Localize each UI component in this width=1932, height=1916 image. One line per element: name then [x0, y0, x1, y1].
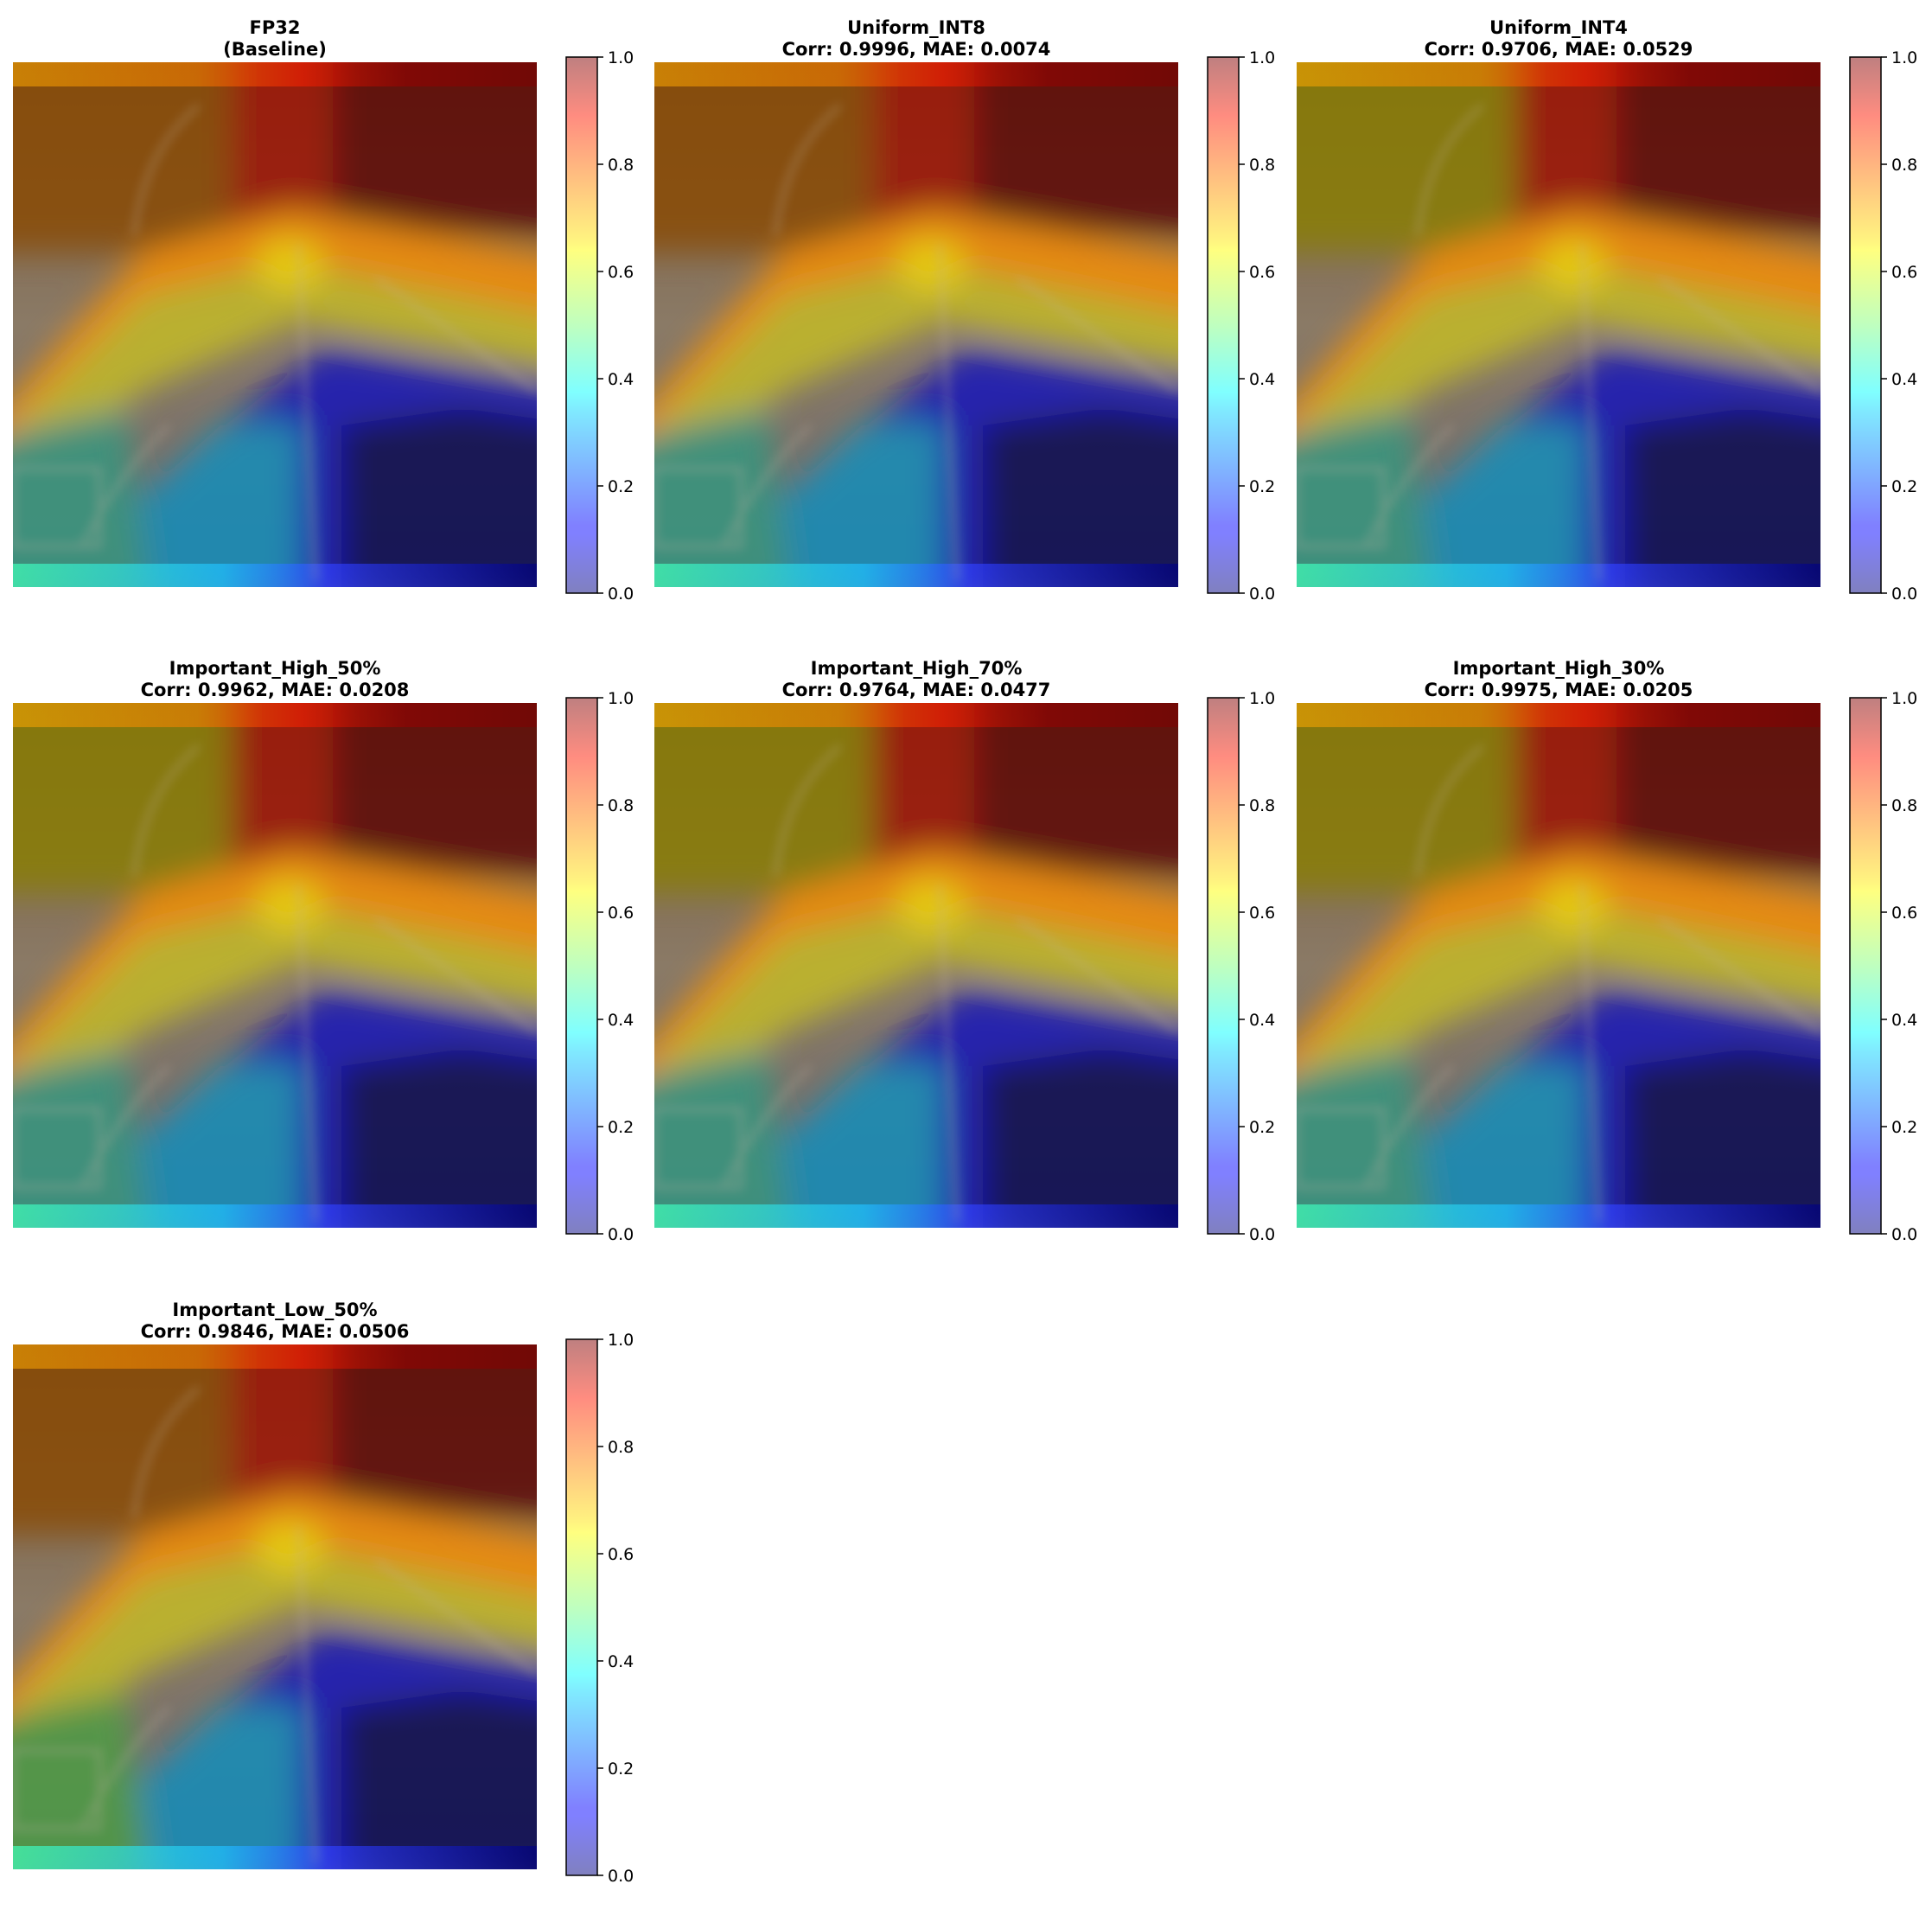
- colorbar: 0.0 0.2 0.4 0.6 0.8 1.0: [565, 1331, 634, 1886]
- colorbar-tick-label: 0.4: [608, 370, 634, 389]
- colorbar-tick-label: 0.8: [1249, 796, 1275, 815]
- colorbar-frame: [1849, 697, 1882, 1235]
- colorbar-tick-label: 0.2: [608, 477, 634, 496]
- colorbar-tick-label: 0.2: [1249, 1118, 1275, 1137]
- colorbar-tick-label: 0.6: [1249, 904, 1275, 923]
- panel-subtitle: Corr: 0.9706, MAE: 0.0529: [1425, 39, 1693, 60]
- colorbar-tick-label: 0.4: [608, 1011, 634, 1030]
- heatmap-panel: Important_High_30%Corr: 0.9975, MAE: 0.0…: [1297, 658, 1917, 1244]
- colorbar-frame: [565, 697, 598, 1235]
- colorbar-tick-label: 0.4: [1891, 1011, 1917, 1030]
- colorbar-tick-label: 0.8: [1891, 156, 1917, 175]
- panel-subtitle: Corr: 0.9962, MAE: 0.0208: [141, 680, 410, 700]
- colorbar-tick-label: 1.0: [1891, 689, 1917, 708]
- colorbar-tick-label: 1.0: [608, 1331, 634, 1350]
- colorbar: 0.0 0.2 0.4 0.6 0.8 1.0: [565, 689, 634, 1244]
- colorbar-tick-label: 1.0: [1249, 689, 1275, 708]
- colorbar-tick-label: 0.4: [1249, 1011, 1275, 1030]
- heatmap-panel: Important_High_70%Corr: 0.9764, MAE: 0.0…: [654, 658, 1275, 1244]
- colorbar-gradient: [1208, 698, 1239, 1234]
- heatmap-image: [654, 62, 1178, 587]
- panel-title: Important_High_50%: [169, 658, 381, 679]
- colorbar-gradient: [1850, 698, 1881, 1234]
- panel-title: Important_Low_50%: [172, 1300, 377, 1320]
- colorbar-tick-label: 0.0: [608, 584, 634, 604]
- heatmap-panel: FP32(Baseline) 0.0 0.2 0.4 0.6 0.8 1.0: [13, 17, 634, 604]
- colorbar-tick-label: 0.8: [608, 156, 634, 175]
- colorbar-tick-label: 0.0: [608, 1867, 634, 1886]
- panel-subtitle: (Baseline): [223, 39, 327, 60]
- panel-title: Uniform_INT8: [847, 17, 985, 38]
- colorbar-gradient: [1208, 57, 1239, 593]
- colorbar-tick-label: 0.6: [608, 263, 634, 282]
- colorbar-tick-label: 0.8: [1891, 796, 1917, 815]
- heatmap-panel: Important_High_50%Corr: 0.9962, MAE: 0.0…: [13, 658, 634, 1244]
- panel-title: FP32: [250, 17, 301, 38]
- panel-subtitle: Corr: 0.9996, MAE: 0.0074: [782, 39, 1051, 60]
- heatmap-image: [13, 1344, 537, 1869]
- colorbar-tick-label: 1.0: [608, 48, 634, 67]
- panel-title: Important_High_70%: [811, 658, 1023, 679]
- colorbar-tick-label: 0.4: [608, 1652, 634, 1671]
- heatmap-image: [1297, 703, 1820, 1228]
- colorbar-frame: [565, 1338, 598, 1876]
- colorbar-gradient: [566, 698, 597, 1234]
- colorbar-gradient: [566, 57, 597, 593]
- colorbar-tick-label: 0.6: [608, 904, 634, 923]
- colorbar-tick-label: 0.4: [1891, 370, 1917, 389]
- colorbar-tick-label: 0.2: [608, 1118, 634, 1137]
- colorbar-tick-label: 0.0: [608, 1225, 634, 1244]
- colorbar-frame: [1207, 56, 1240, 594]
- colorbar-tick-label: 1.0: [1249, 48, 1275, 67]
- colorbar-tick-label: 0.2: [1249, 477, 1275, 496]
- colorbar-tick-label: 0.2: [608, 1760, 634, 1779]
- colorbar-tick-label: 0.2: [1891, 477, 1917, 496]
- panel-title: Important_High_30%: [1453, 658, 1665, 679]
- colorbar-tick-label: 0.6: [1891, 904, 1917, 923]
- panel-subtitle: Corr: 0.9975, MAE: 0.0205: [1425, 680, 1693, 700]
- colorbar-tick-label: 0.6: [608, 1545, 634, 1564]
- colorbar-tick-label: 1.0: [608, 689, 634, 708]
- heatmap-image: [13, 62, 537, 587]
- colorbar: 0.0 0.2 0.4 0.6 0.8 1.0: [1849, 689, 1917, 1244]
- heatmap-panel: Important_Low_50%Corr: 0.9846, MAE: 0.05…: [13, 1300, 634, 1886]
- panel-subtitle: Corr: 0.9764, MAE: 0.0477: [782, 680, 1051, 700]
- colorbar-tick-label: 0.8: [608, 796, 634, 815]
- colorbar-tick-label: 0.0: [1249, 584, 1275, 604]
- heatmap-image: [654, 703, 1178, 1228]
- colorbar: 0.0 0.2 0.4 0.6 0.8 1.0: [1207, 689, 1275, 1244]
- colorbar: 0.0 0.2 0.4 0.6 0.8 1.0: [1207, 48, 1275, 604]
- colorbar-tick-label: 0.0: [1249, 1225, 1275, 1244]
- colorbar-tick-label: 0.8: [608, 1438, 634, 1457]
- colorbar-frame: [565, 56, 598, 594]
- heatmap-image: [1297, 62, 1820, 587]
- colorbar-tick-label: 0.0: [1891, 1225, 1917, 1244]
- colorbar-gradient: [1850, 57, 1881, 593]
- colorbar-tick-label: 0.6: [1891, 263, 1917, 282]
- colorbar-tick-label: 0.2: [1891, 1118, 1917, 1137]
- colorbar-tick-label: 0.6: [1249, 263, 1275, 282]
- colorbar-tick-label: 1.0: [1891, 48, 1917, 67]
- panel-subtitle: Corr: 0.9846, MAE: 0.0506: [141, 1321, 410, 1342]
- colorbar-frame: [1207, 697, 1240, 1235]
- colorbar-tick-label: 0.8: [1249, 156, 1275, 175]
- colorbar-tick-label: 0.0: [1891, 584, 1917, 604]
- colorbar-gradient: [566, 1339, 597, 1875]
- heatmap-image: [13, 703, 537, 1228]
- colorbar-tick-label: 0.4: [1249, 370, 1275, 389]
- panel-title: Uniform_INT4: [1489, 17, 1628, 38]
- colorbar: 0.0 0.2 0.4 0.6 0.8 1.0: [1849, 48, 1917, 604]
- colorbar: 0.0 0.2 0.4 0.6 0.8 1.0: [565, 48, 634, 604]
- colorbar-frame: [1849, 56, 1882, 594]
